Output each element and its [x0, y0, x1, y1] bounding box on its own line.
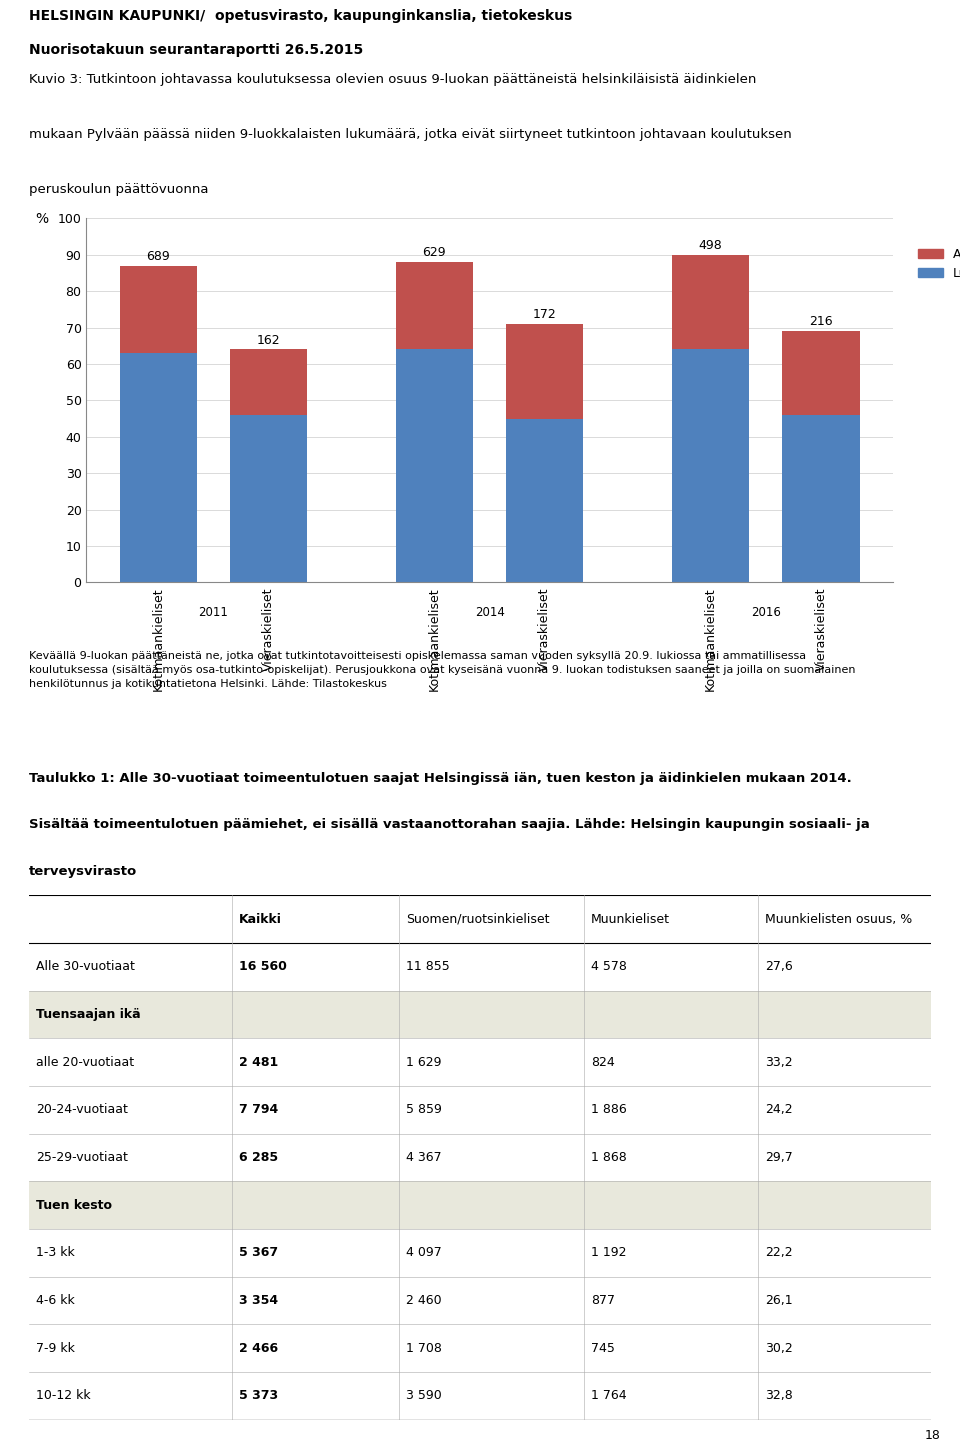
- Text: 745: 745: [591, 1341, 614, 1354]
- Text: 2014: 2014: [474, 607, 505, 619]
- Text: 2011: 2011: [199, 607, 228, 619]
- Bar: [29, 1181, 931, 1229]
- Text: 27,6: 27,6: [765, 961, 793, 974]
- Text: 1 708: 1 708: [406, 1341, 442, 1354]
- Text: 16 560: 16 560: [239, 961, 287, 974]
- Text: 4-6 kk: 4-6 kk: [36, 1294, 75, 1307]
- Text: 18: 18: [924, 1430, 941, 1441]
- Text: Tuen kesto: Tuen kesto: [36, 1198, 112, 1211]
- Text: 824: 824: [591, 1056, 614, 1069]
- Bar: [230, 349, 307, 415]
- Bar: [29, 990, 931, 1038]
- Text: 6 285: 6 285: [239, 1152, 278, 1163]
- Text: 10-12 kk: 10-12 kk: [36, 1389, 90, 1402]
- Text: 2 481: 2 481: [239, 1056, 278, 1069]
- Text: 32,8: 32,8: [765, 1389, 793, 1402]
- Text: 4 578: 4 578: [591, 961, 627, 974]
- Text: Sisältää toimeentulotuen päämiehet, ei sisällä vastaanottorahan saajia. Lähde: H: Sisältää toimeentulotuen päämiehet, ei s…: [29, 818, 870, 831]
- Text: 26,1: 26,1: [765, 1294, 793, 1307]
- Text: Kuvio 3: Tutkintoon johtavassa koulutuksessa olevien osuus 9-luokan päättäneistä: Kuvio 3: Tutkintoon johtavassa koulutuks…: [29, 73, 756, 86]
- Text: 4 097: 4 097: [406, 1246, 442, 1259]
- Text: 7-9 kk: 7-9 kk: [36, 1341, 75, 1354]
- Text: 1 764: 1 764: [591, 1389, 627, 1402]
- Text: 29,7: 29,7: [765, 1152, 793, 1163]
- Text: Muunkielisten osuus, %: Muunkielisten osuus, %: [765, 913, 912, 926]
- Text: Alle 30-vuotiaat: Alle 30-vuotiaat: [36, 961, 135, 974]
- Text: 172: 172: [533, 309, 557, 320]
- Text: 5 373: 5 373: [239, 1389, 278, 1402]
- Text: 24,2: 24,2: [765, 1104, 793, 1117]
- Bar: [120, 265, 197, 352]
- Bar: [230, 415, 307, 582]
- Text: 877: 877: [591, 1294, 615, 1307]
- Text: Taulukko 1: Alle 30-vuotiaat toimeentulotuen saajat Helsingissä iän, tuen keston: Taulukko 1: Alle 30-vuotiaat toimeentulo…: [29, 772, 852, 785]
- Text: 629: 629: [422, 246, 446, 259]
- Bar: [506, 323, 584, 418]
- Y-axis label: %: %: [36, 211, 49, 226]
- Text: 25-29-vuotiaat: 25-29-vuotiaat: [36, 1152, 128, 1163]
- Bar: [782, 415, 859, 582]
- Text: 5 859: 5 859: [406, 1104, 442, 1117]
- Text: 1 868: 1 868: [591, 1152, 627, 1163]
- Legend: Ammatillisessa koulutuksessa, Lukiokoulutuksessa: Ammatillisessa koulutuksessa, Lukiokoulu…: [913, 243, 960, 285]
- Bar: [396, 262, 473, 349]
- Bar: [120, 352, 197, 582]
- Bar: [782, 331, 859, 415]
- Bar: [396, 349, 473, 582]
- Text: Tuensaajan ikä: Tuensaajan ikä: [36, 1008, 141, 1021]
- Text: Keväällä 9-luokan päättäneistä ne, jotka ovat tutkintotavoitteisesti opiskelemas: Keväällä 9-luokan päättäneistä ne, jotka…: [29, 651, 855, 689]
- Text: 3 354: 3 354: [239, 1294, 278, 1307]
- Text: Kaikki: Kaikki: [239, 913, 282, 926]
- Text: 30,2: 30,2: [765, 1341, 793, 1354]
- Text: 3 590: 3 590: [406, 1389, 442, 1402]
- Text: 11 855: 11 855: [406, 961, 449, 974]
- Text: HELSINGIN KAUPUNKI/  opetusvirasto, kaupunginkanslia, tietokeskus: HELSINGIN KAUPUNKI/ opetusvirasto, kaupu…: [29, 9, 572, 23]
- Text: 162: 162: [257, 333, 280, 347]
- Bar: [672, 349, 749, 582]
- Text: 22,2: 22,2: [765, 1246, 793, 1259]
- Text: terveysvirasto: terveysvirasto: [29, 865, 137, 878]
- Text: Muunkieliset: Muunkieliset: [591, 913, 670, 926]
- Text: 7 794: 7 794: [239, 1104, 278, 1117]
- Text: 33,2: 33,2: [765, 1056, 793, 1069]
- Text: 4 367: 4 367: [406, 1152, 442, 1163]
- Text: Suomen/ruotsinkieliset: Suomen/ruotsinkieliset: [406, 913, 549, 926]
- Text: 1-3 kk: 1-3 kk: [36, 1246, 75, 1259]
- Text: 1 886: 1 886: [591, 1104, 627, 1117]
- Text: 216: 216: [809, 316, 833, 328]
- Text: 498: 498: [699, 239, 723, 252]
- Text: 20-24-vuotiaat: 20-24-vuotiaat: [36, 1104, 128, 1117]
- Text: 5 367: 5 367: [239, 1246, 278, 1259]
- Text: alle 20-vuotiaat: alle 20-vuotiaat: [36, 1056, 134, 1069]
- Bar: [506, 418, 584, 582]
- Text: Nuorisotakuun seurantaraportti 26.5.2015: Nuorisotakuun seurantaraportti 26.5.2015: [29, 44, 363, 57]
- Text: 1 629: 1 629: [406, 1056, 442, 1069]
- Text: 1 192: 1 192: [591, 1246, 627, 1259]
- Text: 2016: 2016: [751, 607, 780, 619]
- Text: mukaan Pylvään päässä niiden 9-luokkalaisten lukumäärä, jotka eivät siirtyneet t: mukaan Pylvään päässä niiden 9-luokkalai…: [29, 128, 792, 141]
- Text: peruskoulun päättövuonna: peruskoulun päättövuonna: [29, 183, 208, 197]
- Text: 2 466: 2 466: [239, 1341, 278, 1354]
- Bar: [672, 255, 749, 349]
- Text: 2 460: 2 460: [406, 1294, 442, 1307]
- Text: 689: 689: [146, 250, 170, 262]
